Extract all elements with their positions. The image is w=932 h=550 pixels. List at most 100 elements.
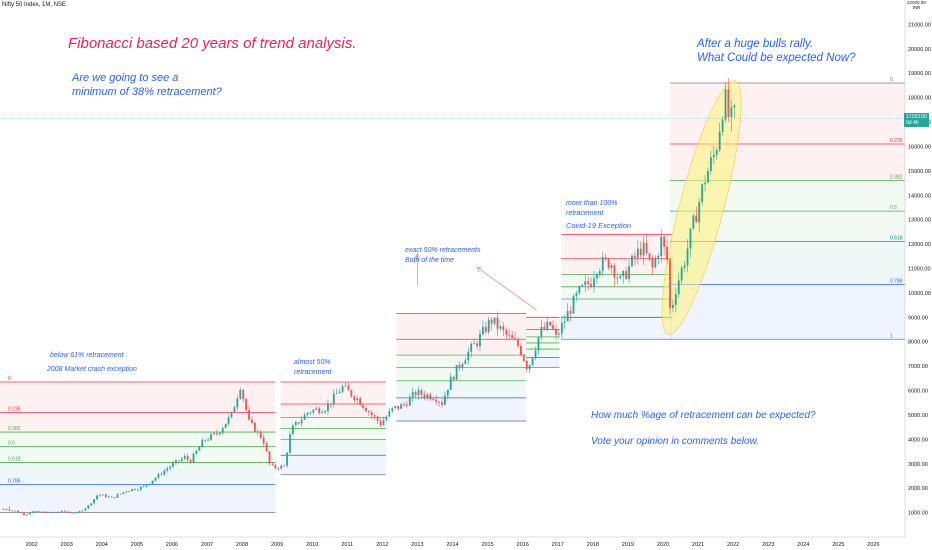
candle-body bbox=[484, 326, 487, 333]
candle-body bbox=[671, 304, 674, 309]
candle-body bbox=[394, 406, 397, 408]
candle-body bbox=[365, 407, 367, 412]
candle-body bbox=[356, 398, 359, 401]
candle-body bbox=[262, 437, 265, 444]
candle-body bbox=[648, 253, 651, 259]
how-much-annotation: How much %age of retracement can be expe… bbox=[591, 410, 816, 421]
candle-body bbox=[666, 246, 668, 260]
candle-body bbox=[549, 321, 552, 326]
x-tick-label: 2019 bbox=[622, 542, 634, 548]
candle-body bbox=[487, 319, 490, 333]
x-tick-label: 2025 bbox=[832, 542, 844, 548]
candle-body bbox=[645, 242, 648, 254]
candle-body bbox=[291, 425, 294, 435]
candle-body bbox=[458, 365, 461, 368]
fib-level-label: 0.786 bbox=[8, 479, 21, 485]
candle-body bbox=[239, 389, 242, 399]
currency-code: INR bbox=[912, 5, 921, 11]
candle-body bbox=[96, 495, 98, 500]
candle-body bbox=[642, 242, 645, 256]
candle-body bbox=[403, 404, 405, 406]
candle-body bbox=[680, 267, 683, 281]
candle-body bbox=[391, 407, 394, 411]
fib-level-label: 0.236 bbox=[890, 138, 903, 144]
candle-body bbox=[537, 337, 540, 351]
candle-body bbox=[251, 419, 253, 423]
candle-body bbox=[210, 434, 212, 440]
candle-body bbox=[183, 455, 186, 459]
candle-body bbox=[303, 414, 306, 420]
candle-body bbox=[473, 343, 476, 345]
candle-body bbox=[657, 255, 660, 258]
candle-body bbox=[31, 511, 34, 513]
candle-body bbox=[446, 389, 449, 396]
candle-body bbox=[481, 326, 484, 335]
fib-level-label: 0 bbox=[8, 376, 11, 382]
candle-body bbox=[78, 511, 81, 513]
candle-body bbox=[52, 512, 55, 513]
candle-body bbox=[610, 265, 613, 269]
candle-body bbox=[362, 405, 364, 408]
candle-body bbox=[90, 503, 93, 506]
candle-body bbox=[654, 257, 657, 268]
candle-body bbox=[704, 182, 706, 185]
fib-zone bbox=[561, 258, 672, 275]
candle-body bbox=[677, 280, 680, 295]
candle-body bbox=[268, 451, 271, 464]
y-tick-label: 13000.00 bbox=[908, 218, 931, 224]
candle-body bbox=[245, 399, 248, 411]
last-price-countdown: 9d 4h bbox=[906, 120, 919, 127]
candle-body bbox=[218, 432, 221, 435]
candle-body bbox=[142, 486, 145, 488]
candle-body bbox=[300, 419, 303, 424]
candle-body bbox=[23, 513, 25, 516]
candle-body bbox=[297, 422, 300, 424]
vote-annotation: Vote your opinion in comments below. bbox=[591, 436, 760, 447]
arrows-layer bbox=[414, 252, 537, 311]
annotation-arrow-head bbox=[476, 266, 483, 272]
fib-zone bbox=[280, 439, 386, 456]
fib-zone bbox=[396, 380, 527, 398]
candle-body bbox=[350, 390, 353, 397]
fib-zone bbox=[396, 355, 527, 368]
candle-body bbox=[476, 343, 478, 347]
candle-body bbox=[400, 404, 402, 409]
x-tick-label: 2014 bbox=[446, 542, 458, 548]
candle-body bbox=[379, 420, 382, 426]
candle-body bbox=[367, 411, 370, 413]
candle-body bbox=[137, 489, 139, 491]
candle-body bbox=[175, 460, 177, 464]
candle-body bbox=[341, 386, 344, 392]
candle-body bbox=[733, 105, 736, 108]
candle-body bbox=[622, 270, 625, 277]
fib-zone bbox=[561, 317, 672, 340]
candle-body bbox=[93, 499, 96, 504]
candle-body bbox=[157, 473, 160, 478]
candle-body bbox=[274, 464, 277, 469]
below61-annotation-line2: 2008 Market crash exception bbox=[47, 366, 137, 373]
candle-body bbox=[134, 489, 136, 490]
candle-body bbox=[172, 463, 174, 467]
x-tick-label: 2012 bbox=[376, 542, 388, 548]
candle-body bbox=[727, 89, 730, 117]
candle-body bbox=[455, 365, 458, 380]
candle-body bbox=[17, 510, 20, 513]
below61-annotation-line1: below 61% retracement bbox=[50, 352, 124, 359]
candle-body bbox=[259, 431, 262, 438]
candle-body bbox=[227, 417, 230, 424]
candle-body bbox=[25, 514, 28, 516]
candle-body bbox=[572, 295, 575, 314]
candle-body bbox=[552, 325, 554, 329]
x-tick-label: 2022 bbox=[727, 542, 739, 548]
candle-body bbox=[69, 512, 72, 513]
y-tick-label: 8000.00 bbox=[908, 340, 928, 346]
candle-body bbox=[236, 398, 239, 408]
candle-body bbox=[186, 455, 189, 460]
candle-body bbox=[578, 286, 581, 294]
x-tick-label: 2015 bbox=[481, 542, 493, 548]
candle-body bbox=[505, 330, 508, 335]
candle-body bbox=[508, 334, 511, 336]
fib-zone bbox=[396, 313, 527, 340]
candle-body bbox=[689, 228, 692, 249]
